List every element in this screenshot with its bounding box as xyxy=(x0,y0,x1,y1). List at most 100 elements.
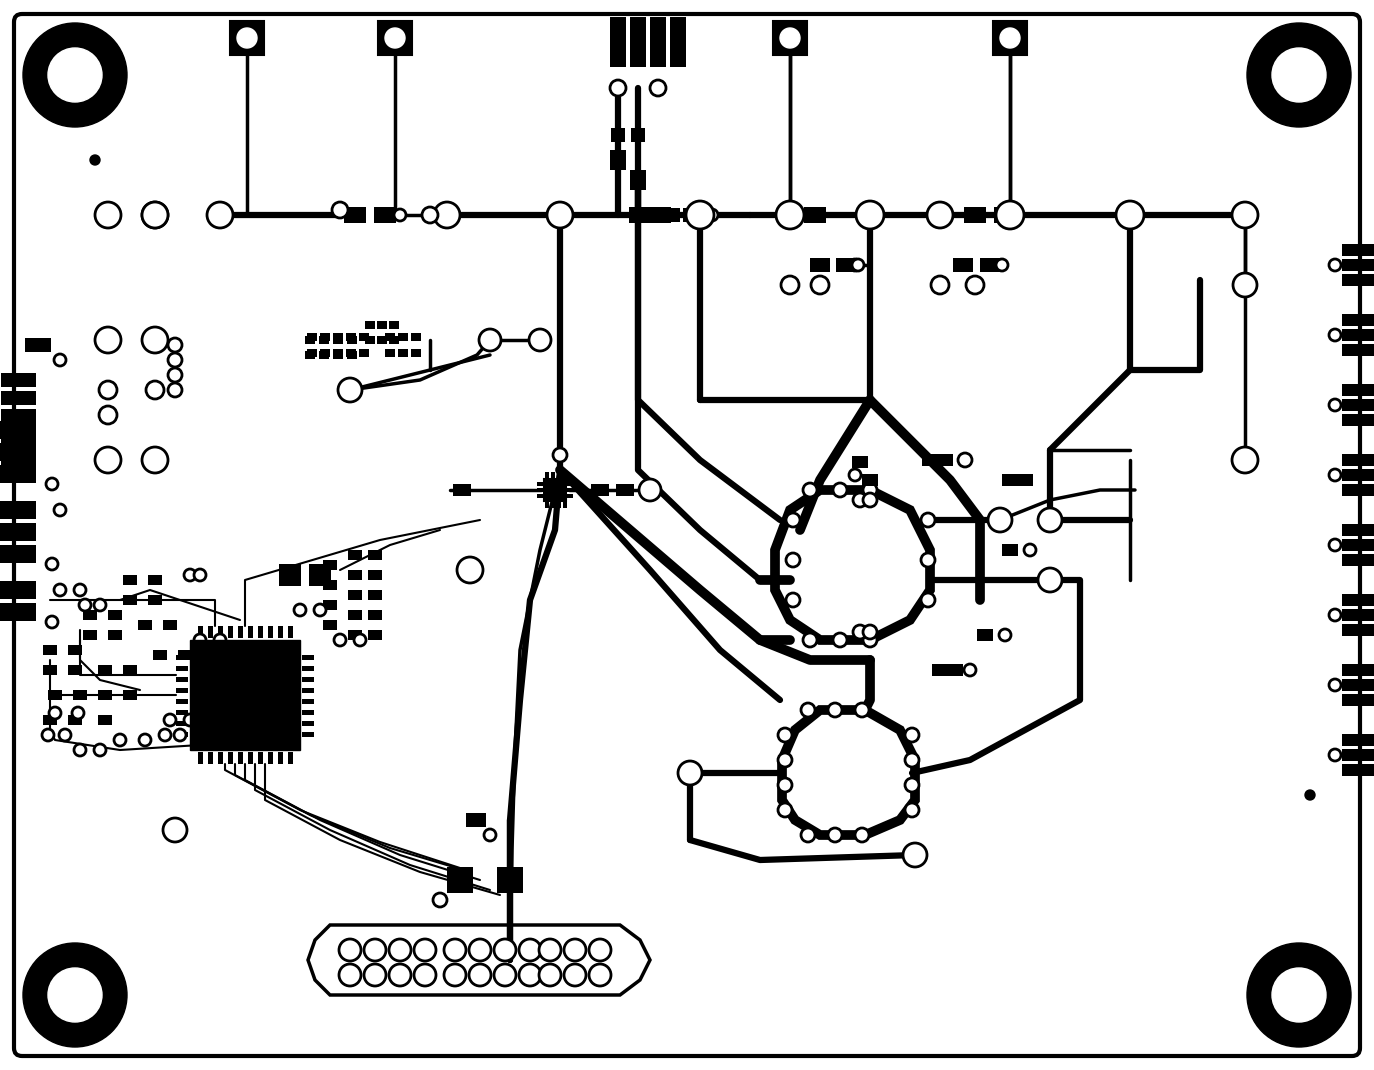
Circle shape xyxy=(1329,328,1341,341)
Bar xyxy=(82,610,98,620)
Circle shape xyxy=(23,22,126,127)
Bar xyxy=(98,664,113,675)
Circle shape xyxy=(849,259,861,271)
Bar xyxy=(176,676,188,682)
Bar xyxy=(306,349,317,357)
Circle shape xyxy=(1000,28,1020,48)
Circle shape xyxy=(927,202,954,228)
Bar xyxy=(965,207,987,223)
Bar xyxy=(650,17,666,67)
Circle shape xyxy=(687,202,713,228)
Circle shape xyxy=(434,202,460,228)
Circle shape xyxy=(164,817,187,842)
Circle shape xyxy=(547,202,573,228)
Circle shape xyxy=(48,968,102,1022)
Bar xyxy=(1342,259,1374,271)
Bar xyxy=(937,454,954,467)
Bar xyxy=(0,391,36,406)
Bar xyxy=(1342,539,1374,551)
Bar xyxy=(537,494,545,498)
Circle shape xyxy=(54,354,66,366)
Bar xyxy=(398,333,408,341)
Bar xyxy=(610,150,627,170)
Bar xyxy=(0,465,36,483)
Circle shape xyxy=(563,939,585,961)
Bar xyxy=(268,752,272,764)
Circle shape xyxy=(1329,469,1341,482)
Circle shape xyxy=(414,964,436,985)
Bar xyxy=(179,649,192,660)
Circle shape xyxy=(159,729,170,742)
Bar xyxy=(176,655,188,659)
Circle shape xyxy=(829,703,842,717)
Circle shape xyxy=(458,557,484,583)
Circle shape xyxy=(196,647,207,657)
Bar xyxy=(333,336,344,343)
Bar xyxy=(217,626,223,638)
Bar xyxy=(48,690,62,700)
Circle shape xyxy=(778,802,791,817)
Bar xyxy=(947,664,963,676)
Bar xyxy=(811,258,830,272)
Circle shape xyxy=(142,202,168,228)
Bar xyxy=(278,752,283,764)
Circle shape xyxy=(333,202,348,218)
Circle shape xyxy=(853,625,867,639)
Circle shape xyxy=(650,80,666,96)
Bar xyxy=(323,580,337,590)
FancyBboxPatch shape xyxy=(14,14,1360,1056)
Circle shape xyxy=(780,28,800,48)
Bar xyxy=(368,630,382,640)
Circle shape xyxy=(139,734,151,746)
Circle shape xyxy=(849,469,861,482)
Circle shape xyxy=(99,406,117,424)
Bar xyxy=(228,752,232,764)
Bar xyxy=(993,21,1026,55)
Bar xyxy=(279,564,301,586)
Circle shape xyxy=(184,569,196,581)
Bar xyxy=(629,207,651,223)
Circle shape xyxy=(93,744,106,756)
Bar xyxy=(302,666,315,671)
Bar xyxy=(278,626,283,638)
Bar xyxy=(176,720,188,725)
Bar xyxy=(148,595,162,605)
Circle shape xyxy=(905,778,919,792)
Bar xyxy=(176,699,188,703)
Bar xyxy=(124,575,137,585)
Circle shape xyxy=(801,703,815,717)
Circle shape xyxy=(811,276,829,294)
Bar xyxy=(0,421,36,439)
Circle shape xyxy=(164,714,176,727)
Circle shape xyxy=(539,939,561,961)
Circle shape xyxy=(339,939,361,961)
Bar xyxy=(453,484,471,496)
Circle shape xyxy=(214,635,225,646)
Circle shape xyxy=(114,734,126,746)
Bar xyxy=(556,500,561,508)
Bar xyxy=(287,752,293,764)
Circle shape xyxy=(74,584,87,596)
Circle shape xyxy=(469,964,491,985)
Circle shape xyxy=(1248,943,1351,1048)
Circle shape xyxy=(778,753,791,767)
Bar xyxy=(287,626,293,638)
Circle shape xyxy=(294,603,306,616)
Bar xyxy=(190,640,300,750)
Circle shape xyxy=(1248,22,1351,127)
Circle shape xyxy=(855,703,868,717)
Circle shape xyxy=(1329,259,1341,271)
Circle shape xyxy=(469,939,491,961)
Bar xyxy=(0,581,36,599)
Bar xyxy=(385,333,394,341)
Circle shape xyxy=(786,513,800,528)
Bar xyxy=(389,336,398,343)
Bar xyxy=(389,321,398,328)
Circle shape xyxy=(444,964,466,985)
Circle shape xyxy=(43,729,54,742)
Bar xyxy=(1342,343,1374,356)
Bar xyxy=(305,351,315,360)
Bar xyxy=(922,454,938,467)
Circle shape xyxy=(1329,749,1341,761)
Circle shape xyxy=(1037,568,1062,592)
